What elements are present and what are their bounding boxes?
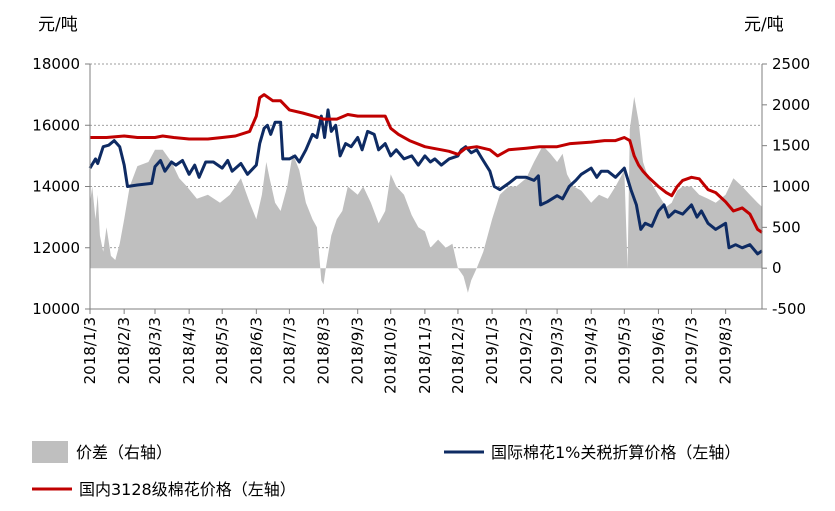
series-international-line xyxy=(88,108,763,256)
spread-area-layer xyxy=(90,96,762,293)
x-tick-label: 2018/1/3 xyxy=(81,317,99,384)
x-tick-label: 2019/3/3 xyxy=(548,317,566,384)
x-tick-label: 2019/7/3 xyxy=(682,317,700,384)
left-tick-label: 10000 xyxy=(32,300,80,318)
right-tick-label: 2000 xyxy=(772,96,810,114)
legend-swatch-spread xyxy=(32,441,68,463)
x-tick-label: 2018/8/3 xyxy=(315,317,333,384)
right-tick-label: 500 xyxy=(772,218,801,236)
x-tick-label: 2019/5/3 xyxy=(615,317,633,384)
x-tick-label: 2018/3/3 xyxy=(146,317,164,384)
x-tick-label: 2018/9/3 xyxy=(349,317,367,384)
x-tick-label: 2018/12/3 xyxy=(449,317,467,394)
right-axis-unit: 元/吨 xyxy=(744,15,784,35)
left-tick-label: 18000 xyxy=(32,55,80,73)
x-tick-label: 2018/2/3 xyxy=(115,317,133,384)
right-tick-label: 1000 xyxy=(772,178,810,196)
x-tick-label: 2018/11/3 xyxy=(416,317,434,394)
price-lines-layer xyxy=(88,93,763,256)
x-tick-label: 2018/4/3 xyxy=(180,317,198,384)
x-tick-label: 2019/6/3 xyxy=(649,317,667,384)
right-tick-label: -500 xyxy=(772,300,806,318)
right-tick-label: 2500 xyxy=(772,55,810,73)
legend-label-international: 国际棉花1%关税折算价格（左轴） xyxy=(491,443,740,462)
right-tick-label: 1500 xyxy=(772,137,810,155)
right-tick-label: 0 xyxy=(772,259,782,277)
legend-label-spread: 价差（右轴） xyxy=(76,443,172,462)
axes: 10000 12000 14000 16000 18000 -500 0 500 1000 150… xyxy=(32,55,810,394)
left-axis-unit: 元/吨 xyxy=(38,15,78,35)
x-tick-label: 2019/8/3 xyxy=(717,317,735,384)
x-tick-label: 2018/5/3 xyxy=(213,317,231,384)
series-domestic-line xyxy=(90,93,763,234)
x-tick-label: 2018/10/3 xyxy=(382,317,400,394)
x-tick-label: 2019/4/3 xyxy=(582,317,600,384)
series-spread-area xyxy=(90,96,762,293)
x-tick-label: 2018/7/3 xyxy=(280,317,298,384)
legend-label-domestic: 国内3128级棉花价格（左轴） xyxy=(79,480,296,499)
legend: 价差（右轴） 国际棉花1%关税折算价格（左轴） 国内3128级棉花价格（左轴） xyxy=(32,441,740,499)
left-tick-label: 12000 xyxy=(32,239,80,257)
x-tick-label: 2019/2/3 xyxy=(517,317,535,384)
x-tick-label: 2018/6/3 xyxy=(247,317,265,384)
left-tick-label: 14000 xyxy=(32,178,80,196)
left-tick-label: 16000 xyxy=(32,116,80,134)
x-tick-label: 2019/1/3 xyxy=(483,317,501,384)
